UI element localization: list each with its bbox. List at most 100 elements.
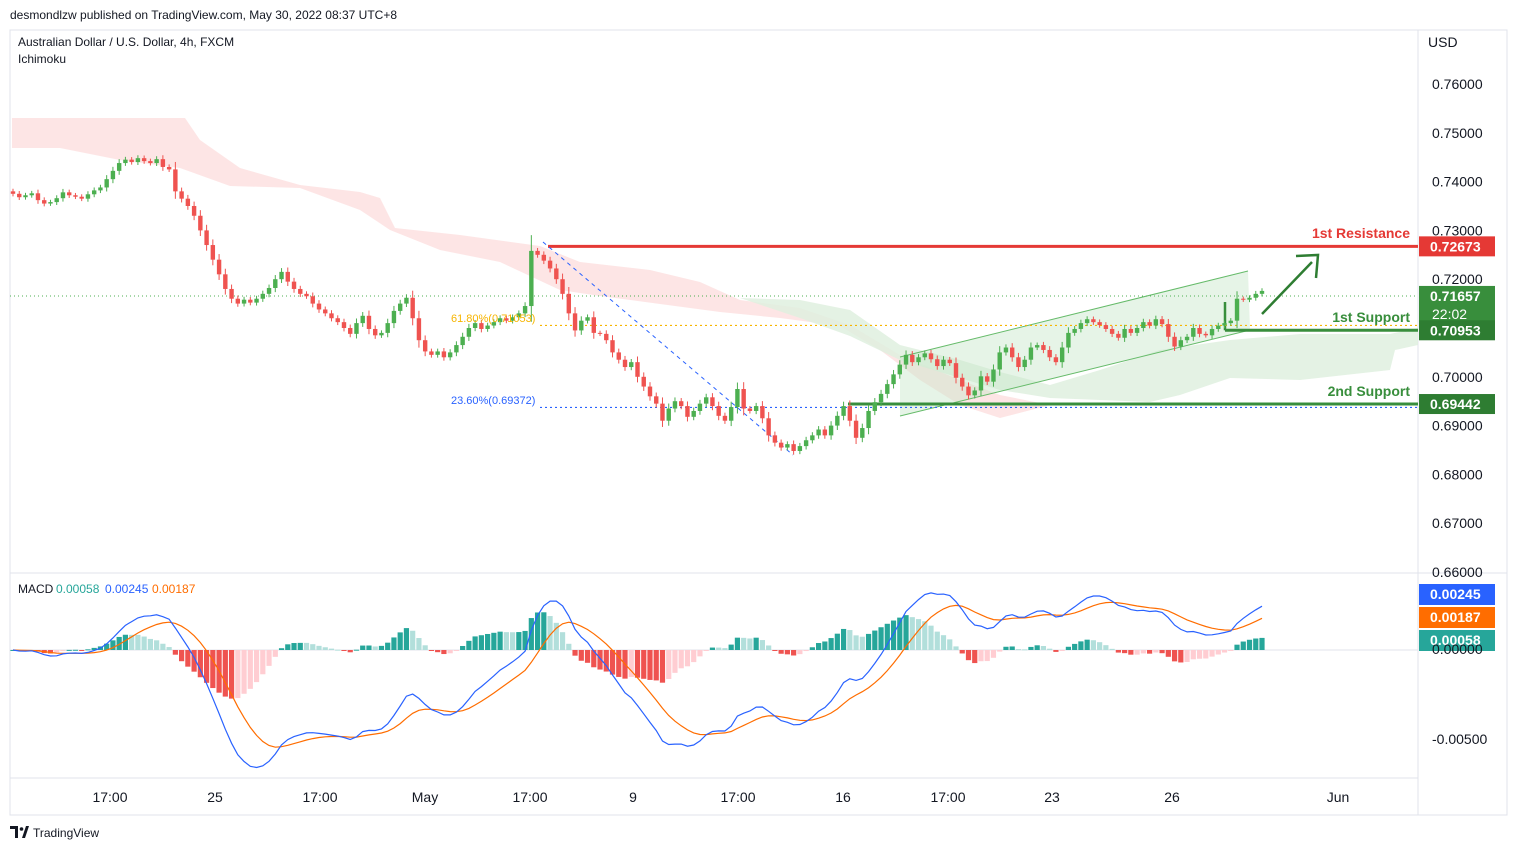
macd-hist-bar	[1234, 644, 1240, 650]
macd-hist-bar	[1184, 650, 1190, 663]
macd-tick-neg: -0.00500	[1432, 731, 1487, 747]
macd-hist-bar	[154, 640, 160, 650]
candles[interactable]	[10, 155, 1265, 455]
macd-hist-bar	[1090, 640, 1096, 650]
candle-body	[1066, 332, 1071, 348]
candle-body	[810, 435, 815, 441]
macd-hist-bar	[884, 623, 890, 650]
macd-hist-bar	[322, 647, 328, 650]
macd-hist-bar	[104, 643, 110, 650]
projection-arrow-shaft	[1261, 261, 1313, 315]
candle-body	[997, 352, 1002, 370]
macd-hist-bar	[1196, 650, 1203, 659]
candle-body	[48, 202, 53, 204]
candle-body	[841, 406, 846, 416]
macd-hist-bar	[584, 650, 591, 663]
macd-hist-bar	[734, 637, 741, 650]
candle-body	[460, 336, 465, 346]
candle-body	[216, 259, 222, 275]
macd-signal-tag: 0.00187	[1430, 609, 1481, 625]
macd-hist-bar	[1003, 646, 1009, 650]
time-label-6: 17:00	[720, 789, 755, 805]
candle-body	[1091, 319, 1096, 323]
candle-body	[391, 310, 397, 324]
macd-hist-bar	[497, 631, 503, 650]
price-axis[interactable]: 0.76000 0.75000 0.74000 0.73000 0.72000 0.700…	[1432, 76, 1483, 580]
price-tick-2: 0.74000	[1432, 174, 1483, 190]
candle-body	[179, 191, 184, 199]
macd-hist-bar	[272, 650, 278, 657]
candle-body	[1041, 345, 1046, 350]
candle-body	[435, 351, 440, 355]
macd-hist-bar	[366, 645, 372, 650]
candle-body	[429, 351, 434, 355]
macd-signal-value: 0.00187	[152, 582, 196, 596]
indicator-legend[interactable]: Ichimoku	[18, 52, 66, 66]
candle-body	[1216, 325, 1221, 329]
fib-trend-line	[542, 241, 794, 456]
macd-hist-bar	[1097, 642, 1103, 650]
time-axis[interactable]: 17:00 25 17:00 May 17:00 9 17:00 16 17:00 23 26 Jun	[92, 789, 1349, 805]
support2-price-tag: 0.69442	[1430, 396, 1481, 412]
candle-body	[828, 425, 834, 436]
candle-body	[903, 354, 909, 365]
candle-body	[85, 194, 91, 199]
candle-body	[1072, 328, 1077, 333]
macd-hist-bar	[197, 650, 203, 678]
candle-body	[1191, 328, 1196, 337]
macd-hist-bar	[1259, 637, 1265, 650]
macd-hist-bar	[147, 638, 153, 650]
symbol-legend[interactable]: Australian Dollar / U.S. Dollar, 4h, FXC…	[18, 35, 234, 49]
candle-body	[166, 166, 172, 170]
candle-body	[198, 215, 203, 231]
candle-body	[622, 359, 628, 368]
candle-body	[1022, 359, 1027, 368]
macd-hist-bar	[972, 650, 978, 664]
macd-hist-bar	[160, 643, 166, 650]
candle-body	[922, 353, 927, 358]
candle-body	[266, 287, 272, 294]
candle-body	[323, 309, 328, 314]
tradingview-logo-icon[interactable]	[10, 826, 29, 838]
macd-hist-bar	[728, 644, 734, 650]
macd-hist-bar	[534, 612, 541, 650]
candle-body	[691, 410, 696, 417]
macd-hist-bar	[559, 632, 566, 650]
macd-hist-bar	[310, 644, 316, 650]
time-label-5: 9	[629, 789, 637, 805]
macd-hist-bar	[316, 645, 322, 650]
macd-hist-bar	[385, 642, 391, 650]
candle-body	[847, 406, 853, 421]
price-tick-7: 0.68000	[1432, 466, 1483, 482]
macd-hist-bar	[853, 635, 859, 650]
time-label-4: 17:00	[512, 789, 547, 805]
macd-hist-bar	[1215, 650, 1221, 655]
candle-body	[629, 362, 634, 368]
macd-hist-bar	[191, 650, 197, 672]
macd-hist-bar	[1165, 650, 1171, 657]
macd-hist-bar	[1153, 650, 1159, 653]
candle-body	[516, 313, 522, 318]
macd-hist-bar	[1228, 650, 1234, 651]
macd-hist-bar	[1146, 650, 1153, 654]
macd-hist-bar	[241, 650, 247, 694]
macd-hist-bar	[428, 650, 435, 651]
tradingview-brand[interactable]: TradingView	[33, 826, 99, 840]
price-tick-9: 0.66000	[1432, 564, 1483, 580]
candle-body	[279, 271, 284, 280]
macd-hist-bar	[478, 635, 484, 650]
candle-body	[554, 268, 559, 280]
macd-hist-bar	[578, 650, 584, 661]
support2-price-tag-bg	[1419, 394, 1495, 415]
candle-body	[604, 333, 609, 341]
candle-body	[447, 352, 453, 358]
fib-236-label: 23.60%(0.69372)	[451, 395, 535, 407]
macd-hist-bar	[85, 649, 91, 651]
candle-body	[585, 317, 590, 321]
candle-body	[416, 318, 422, 341]
macd-title: MACD	[18, 582, 54, 596]
candle-body	[60, 192, 66, 199]
macd-hist-bar	[572, 650, 578, 656]
